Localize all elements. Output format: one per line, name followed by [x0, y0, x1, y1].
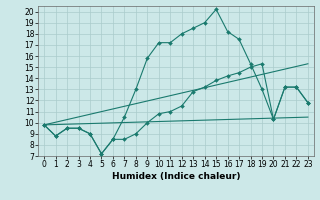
X-axis label: Humidex (Indice chaleur): Humidex (Indice chaleur)	[112, 172, 240, 181]
